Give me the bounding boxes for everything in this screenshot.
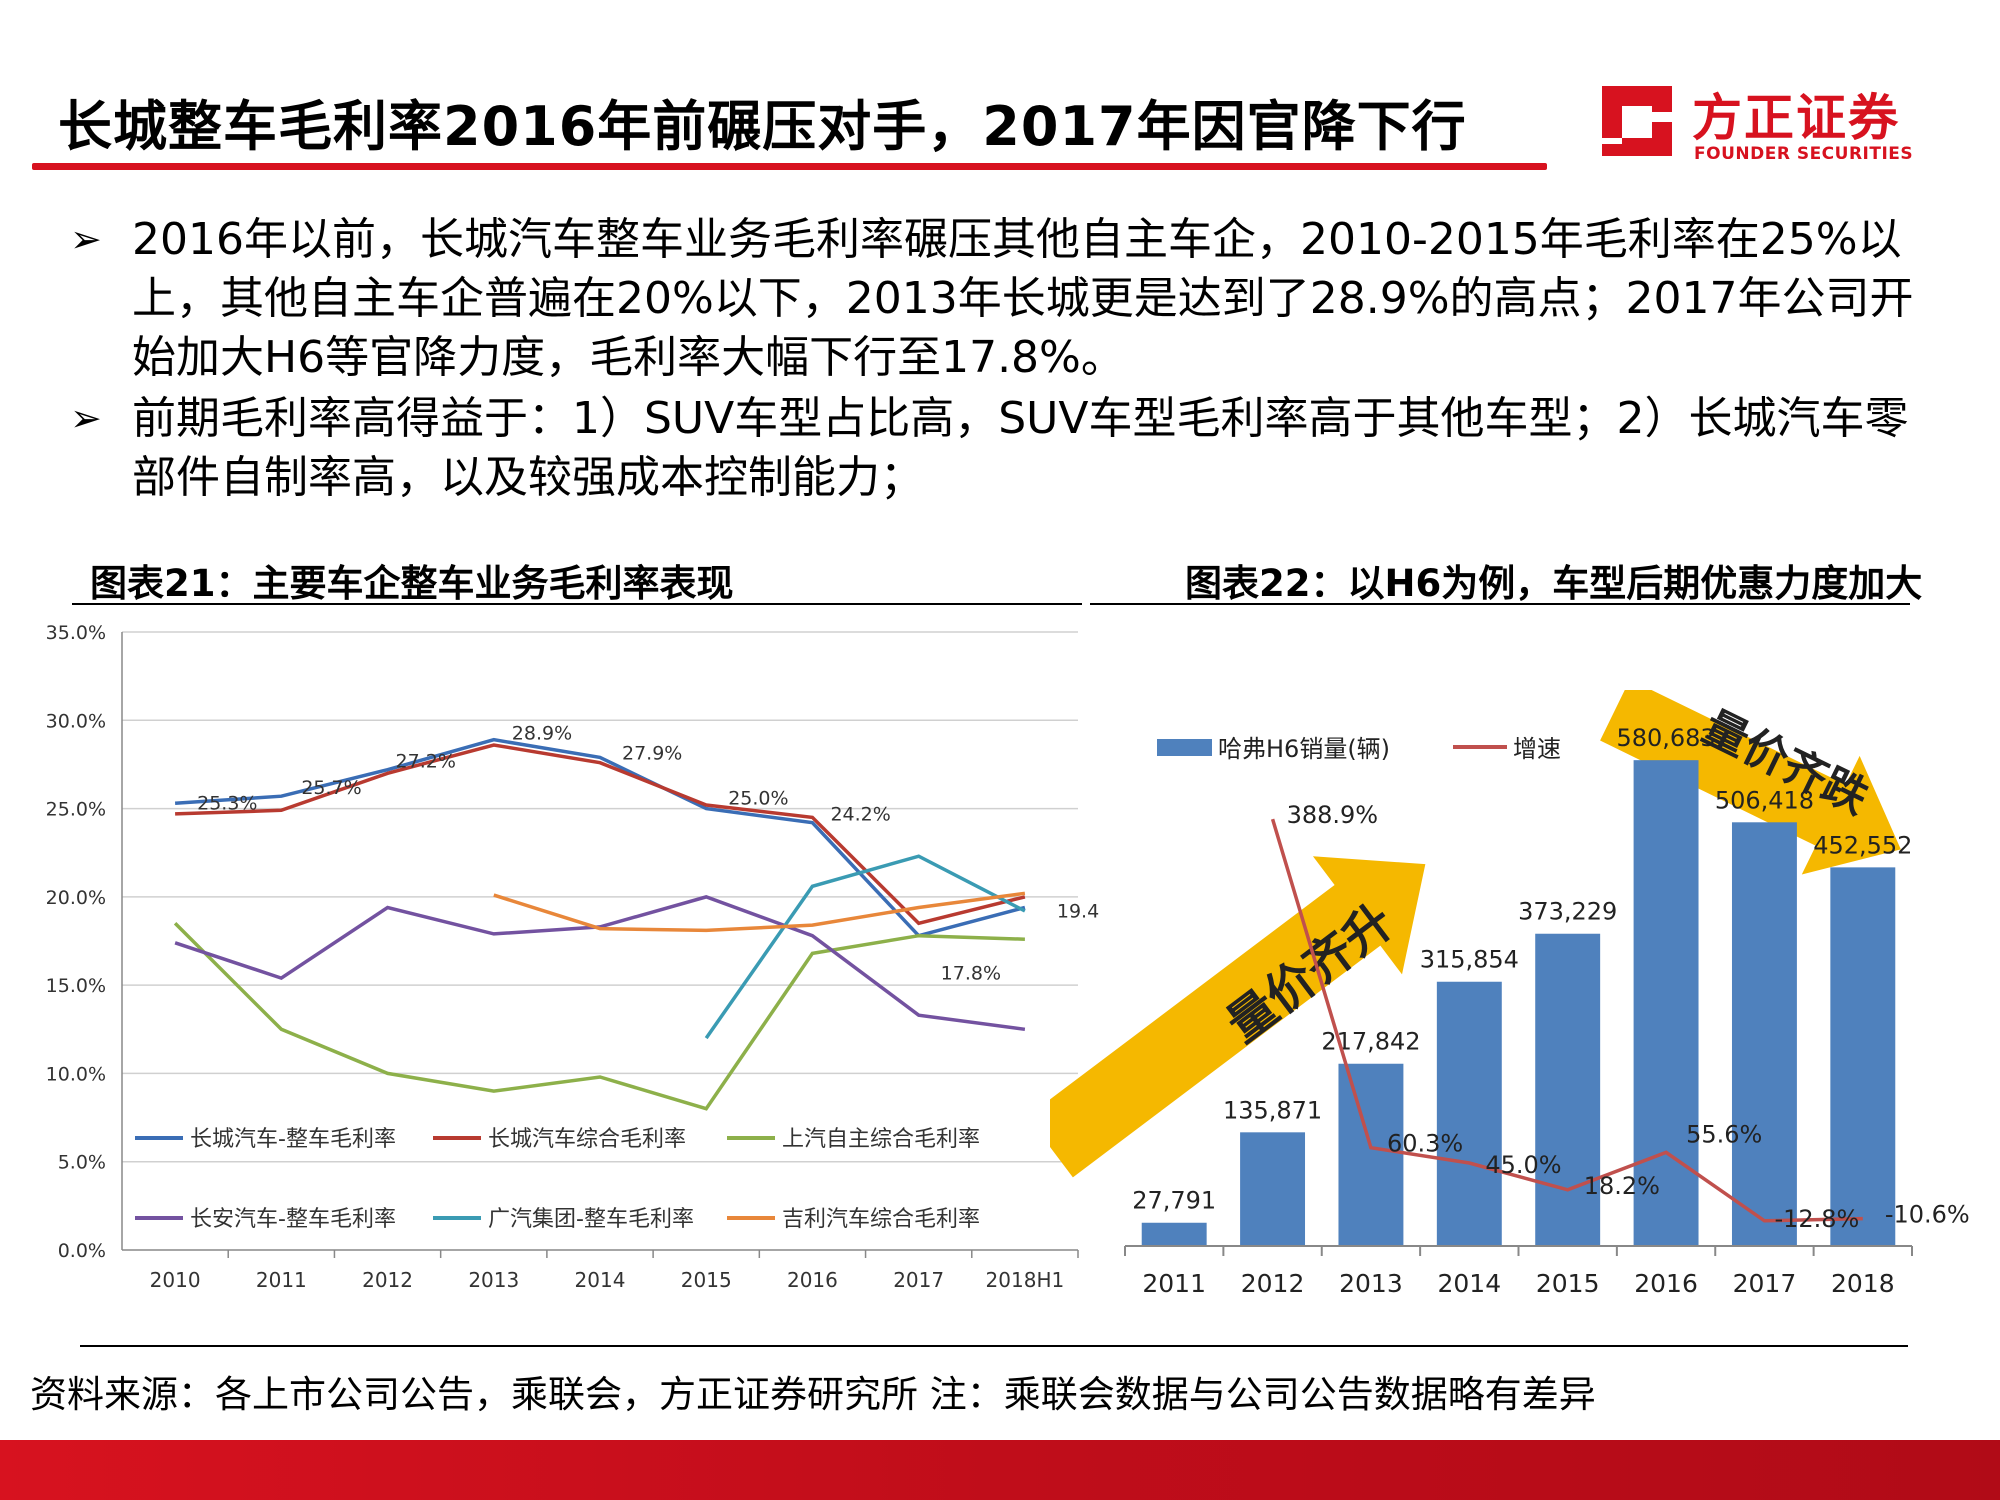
bar-value-label: 27,791 — [1132, 1187, 1216, 1215]
founder-logo-icon — [1602, 86, 1672, 156]
y-tick-label: 30.0% — [46, 710, 106, 732]
bar — [1830, 867, 1896, 1246]
x-tick-label: 2015 — [681, 1268, 732, 1292]
chart22-title: 图表22：以H6为例，车型后期优惠力度加大 — [1185, 562, 1923, 605]
series-line — [704, 854, 1026, 1040]
x-tick-label: 2014 — [1438, 1269, 1502, 1298]
bullet-list: ➢ 2016年以前，长城汽车整车业务毛利率碾压其他自主车企，2010-2015年… — [70, 210, 1950, 509]
chart21-title: 图表21：主要车企整车业务毛利率表现 — [90, 562, 734, 605]
bar-value-label: 580,683 — [1616, 724, 1715, 752]
x-tick-label: 2018H1 — [986, 1268, 1065, 1292]
data-label: 25.3% — [197, 792, 257, 814]
arrow-bullet-icon: ➢ — [70, 217, 102, 261]
y-tick-label: 35.0% — [46, 622, 106, 644]
bar-value-label: 452,552 — [1813, 831, 1912, 859]
chart22-title-rule — [1090, 603, 1910, 605]
legend-swatch — [1157, 739, 1212, 756]
bar — [1633, 760, 1699, 1246]
bar — [1141, 1222, 1207, 1246]
series-line — [173, 922, 1025, 1111]
x-tick-label: 2016 — [1634, 1269, 1698, 1298]
page-title: 长城整车毛利率2016年前碾压对手，2017年因官降下行 — [58, 95, 1467, 158]
series-line — [174, 895, 1026, 1032]
y-tick-label: 20.0% — [46, 887, 106, 909]
x-tick-label: 2013 — [468, 1268, 519, 1292]
arrow-up-icon — [1050, 856, 1426, 1178]
data-label: 24.2% — [830, 804, 890, 826]
y-tick-label: 0.0% — [58, 1240, 106, 1262]
x-tick-label: 2017 — [1733, 1269, 1797, 1298]
bullet-text: 前期毛利率高得益于：1）SUV车型占比高，SUV车型毛利率高于其他车型；2）长城… — [132, 393, 1909, 503]
legend-label: 长城汽车综合毛利率 — [488, 1127, 686, 1152]
growth-value-label: -12.8% — [1774, 1205, 1859, 1233]
growth-line — [1270, 818, 1863, 1223]
h6-sales-bar-chart: 量价齐升量价齐跌27,791135,871217,842315,854373,2… — [1050, 690, 1970, 1298]
x-tick-label: 2016 — [787, 1268, 838, 1292]
x-tick-label: 2015 — [1536, 1269, 1600, 1298]
footer-bar — [0, 1440, 2000, 1500]
series-line — [174, 737, 1026, 938]
x-tick-label: 2017 — [893, 1268, 944, 1292]
source-note: 资料来源：各上市公司公告，乘联会，方正证券研究所 注：乘联会数据与公司公告数据略… — [30, 1373, 1596, 1416]
legend-label: 长安汽车-整车毛利率 — [190, 1207, 396, 1232]
legend-label: 上汽自主综合毛利率 — [782, 1127, 980, 1152]
bar — [1731, 822, 1797, 1246]
bar-value-label: 373,229 — [1518, 898, 1617, 926]
growth-value-label: 60.3% — [1387, 1130, 1463, 1158]
data-label: 17.8% — [941, 963, 1001, 985]
data-label: 25.7% — [301, 777, 361, 799]
bar — [1338, 1063, 1404, 1246]
arrow-bullet-icon: ➢ — [70, 396, 102, 440]
x-tick-label: 2011 — [256, 1268, 307, 1292]
bar-value-label: 506,418 — [1715, 786, 1814, 814]
arrow-down-icon — [1600, 690, 1901, 875]
source-divider — [80, 1345, 1908, 1347]
legend-label: 哈弗H6销量(辆) — [1218, 735, 1390, 763]
growth-value-label: 388.9% — [1287, 801, 1379, 829]
bar — [1436, 981, 1502, 1246]
growth-value-label: -10.6% — [1885, 1201, 1970, 1229]
logo-text-cn: 方正证券 — [1692, 89, 1900, 147]
x-tick-label: 2010 — [150, 1268, 201, 1292]
growth-value-label: 45.0% — [1485, 1151, 1561, 1179]
y-tick-label: 5.0% — [58, 1152, 106, 1174]
growth-value-label: 18.2% — [1584, 1172, 1660, 1200]
x-tick-label: 2014 — [575, 1268, 626, 1292]
y-tick-label: 10.0% — [46, 1063, 106, 1085]
gross-margin-line-chart: 0.0% 5.0% 10.0% 15.0% 20.0% 25.0% 30.0% 35.0% 20… — [46, 622, 1100, 1292]
chart21-title-rule — [72, 603, 1082, 605]
legend-label: 增速 — [1513, 735, 1561, 763]
series-line — [493, 891, 1026, 933]
series-line — [175, 743, 1026, 926]
legend-label: 吉利汽车综合毛利率 — [782, 1207, 980, 1232]
data-label: 19.4% — [1057, 900, 1100, 922]
title-underline — [32, 163, 1547, 170]
data-label: 27.9% — [622, 742, 682, 764]
data-label: 25.0% — [728, 788, 788, 810]
bullet-item: ➢ 前期毛利率高得益于：1）SUV车型占比高，SUV车型毛利率高于其他车型；2）… — [70, 389, 1950, 507]
x-tick-label: 2012 — [1241, 1269, 1305, 1298]
x-tick-label: 2018 — [1831, 1269, 1895, 1298]
data-label: 27.2% — [396, 751, 456, 773]
bar — [1240, 1132, 1306, 1246]
y-tick-label: 25.0% — [46, 799, 106, 821]
x-tick-label: 2013 — [1339, 1269, 1403, 1298]
logo-text-en: FOUNDER SECURITIES — [1694, 144, 1914, 164]
data-label: 28.9% — [512, 723, 572, 745]
x-tick-label: 2011 — [1142, 1269, 1206, 1298]
bullet-text: 2016年以前，长城汽车整车业务毛利率碾压其他自主车企，2010-2015年毛利… — [132, 214, 1914, 383]
founder-logo: 方正证券 FOUNDER SECURITIES — [1598, 78, 1928, 168]
legend-label: 长城汽车-整车毛利率 — [190, 1127, 396, 1152]
bar-value-label: 315,854 — [1420, 946, 1519, 974]
y-tick-label: 15.0% — [46, 975, 106, 997]
legend-label: 广汽集团-整车毛利率 — [488, 1207, 694, 1232]
x-tick-label: 2012 — [362, 1268, 413, 1292]
bar — [1535, 933, 1601, 1246]
bullet-item: ➢ 2016年以前，长城汽车整车业务毛利率碾压其他自主车企，2010-2015年… — [70, 210, 1950, 387]
growth-value-label: 55.6% — [1686, 1120, 1762, 1148]
bar-value-label: 135,871 — [1223, 1096, 1322, 1124]
